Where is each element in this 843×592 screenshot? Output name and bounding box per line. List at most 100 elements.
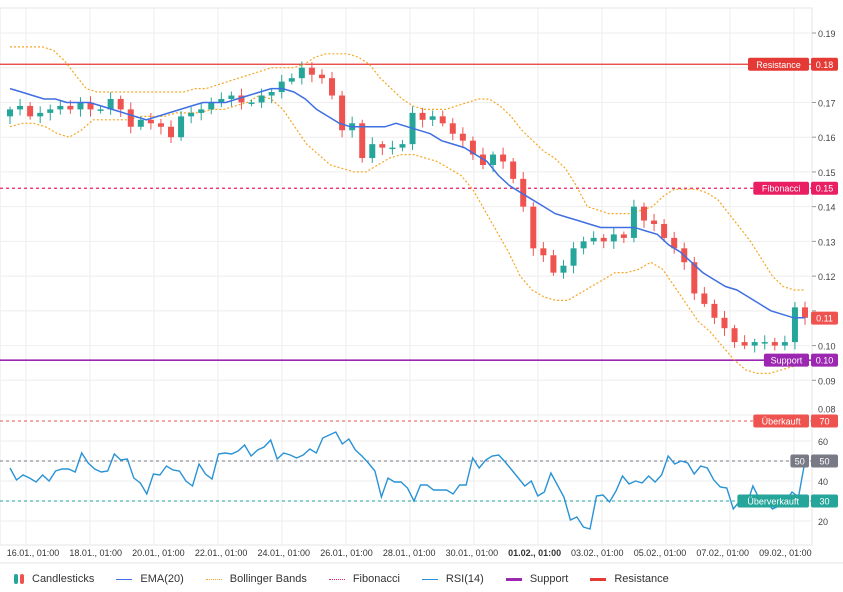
candle [37,106,44,124]
candle-body [318,74,325,79]
candle [168,120,175,143]
legend-item-bollinger[interactable]: Bollinger Bands [205,573,307,585]
candle [298,61,305,85]
price-tick-label: 0.08 [818,405,836,415]
candle-body [802,307,808,318]
legend-item-candlesticks[interactable]: Candlesticks [14,573,94,585]
candle [157,119,164,135]
candle-body [570,248,577,266]
support-tag-value-bg [811,353,838,367]
oversold-tag-label: Überverkauft [747,497,799,507]
candle [771,337,778,351]
candle-body [590,237,597,242]
x-tick-label: 22.01., 01:00 [195,548,248,558]
legend-item-ema[interactable]: EMA(20) [116,573,184,585]
candle [27,102,34,120]
candle [339,90,346,138]
candle-body [137,119,144,127]
x-tick-label: 28.01., 01:00 [383,548,436,558]
candle [640,202,647,228]
x-tick-label: 26.01., 01:00 [320,548,373,558]
candle-body [308,67,315,75]
candle-body [761,342,768,344]
fibonacci-tag-value: 0.15 [816,184,834,194]
legend-label: Candlesticks [32,573,95,585]
candle [781,335,788,351]
fibonacci-tag-label-bg [753,181,809,195]
x-tick-label: 01.02., 01:00 [508,548,561,558]
candle [107,92,114,115]
candle-body [218,98,225,103]
legend-item-rsi[interactable]: RSI(14) [421,573,484,585]
candle-body [550,255,557,273]
candle-body [27,105,34,117]
price-tick-label: 0.14 [818,203,836,213]
candle-body [7,109,13,117]
candle [671,231,678,254]
candle-body [97,109,104,111]
candle-body [389,147,396,150]
candle-body [419,112,426,120]
candle-body [640,206,647,221]
candle-body [449,123,456,134]
rsi-tick-label: 60 [818,437,828,447]
candle-body [661,224,668,238]
candle-body [188,112,195,117]
oversold-tag-label-bg [737,494,809,508]
candle [178,111,185,141]
candle-body [47,109,54,113]
candle-body [107,98,114,110]
candle [228,91,235,107]
fibonacci-swatch-icon [328,578,345,580]
candle-body [278,81,285,93]
resistance-tag-value: 0.18 [816,60,834,70]
support-tag-label-bg [763,353,809,367]
candle-body [117,98,124,110]
candle-body [741,342,748,346]
candle [379,141,386,156]
candle [721,310,728,336]
legend-label: Bollinger Bands [229,573,307,585]
candle-body [369,144,376,159]
candle-body [17,105,24,110]
x-tick-label: 24.01., 01:00 [258,548,311,558]
candle [208,97,215,115]
bollinger-swatch-icon [205,578,222,580]
candle-body [228,95,235,99]
candle [308,62,315,83]
candle-body [771,342,778,346]
candle-body [329,78,336,96]
x-tick-label: 03.02., 01:00 [571,548,624,558]
candle-body [610,234,617,242]
price-tick-label: 0.19 [818,29,836,39]
candle-body [208,102,215,110]
candle-body [469,140,476,155]
price-tick-label: 0.09 [818,376,836,386]
candle [731,324,738,348]
rsi-mid-tag-value: 50 [819,457,829,467]
legend: Candlesticks EMA(20) Bollinger Bands Fib… [14,573,691,585]
candle [741,335,748,350]
candle-body [168,126,175,138]
candle [510,157,517,184]
legend-item-support[interactable]: Support [505,573,568,585]
candle-body [781,342,788,346]
candle [661,219,668,243]
candle-body [238,95,245,103]
legend-item-fibonacci[interactable]: Fibonacci [328,573,400,585]
overbought-tag-value: 70 [819,417,829,427]
candle-body [620,234,627,238]
candle-body [178,116,185,138]
candle [459,127,466,149]
candle [268,88,275,104]
candle-body [359,123,366,159]
candle-body [530,206,537,249]
candle [248,99,255,107]
legend-label: RSI(14) [445,573,484,585]
candle [560,260,567,279]
rsi-mid-tag-value-bg [811,454,838,468]
candle-body [721,317,728,329]
candle [77,97,84,117]
legend-item-resistance[interactable]: Resistance [590,573,669,585]
